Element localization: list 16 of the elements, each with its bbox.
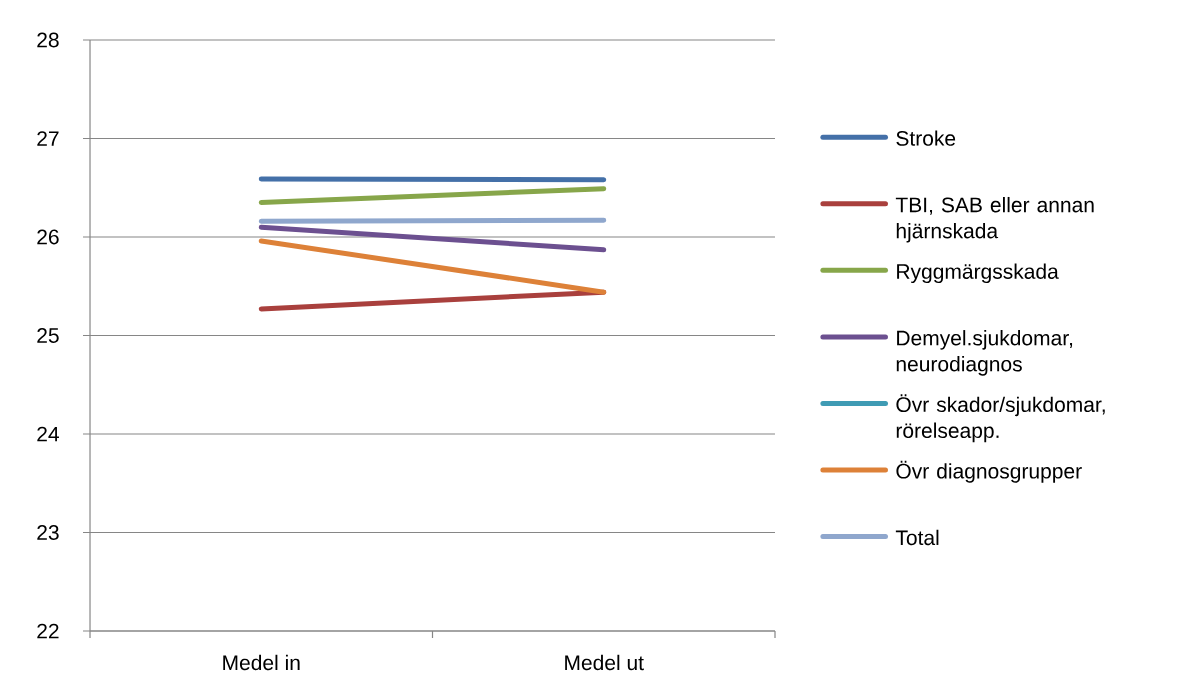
- legend-label: Övr skador/sjukdomar, rörelseapp.: [896, 394, 1105, 443]
- legend-label: Demyel.sjukdomar, neurodiagnos: [896, 330, 1073, 376]
- y-tick-label: 24: [37, 426, 59, 442]
- y-tick-label: 27: [37, 131, 59, 146]
- legend-label: Stroke: [896, 130, 956, 146]
- x-tick-label: Medel in: [223, 654, 300, 671]
- legend-label: Ryggmärgsskada: [897, 263, 1059, 284]
- x-tick-label: Medel ut: [565, 654, 644, 671]
- y-tick-label: 25: [37, 328, 59, 343]
- legend-label: TBI, SAB eller annan hjärnskada: [895, 196, 1094, 243]
- legend-label: Total: [895, 529, 939, 546]
- y-tick-label: 22: [37, 623, 59, 639]
- legend-label: Övr diagnosgrupper: [896, 460, 1082, 483]
- y-tick-label: 23: [37, 525, 59, 540]
- y-tick-label: 28: [37, 32, 59, 48]
- y-tick-label: 26: [37, 229, 59, 245]
